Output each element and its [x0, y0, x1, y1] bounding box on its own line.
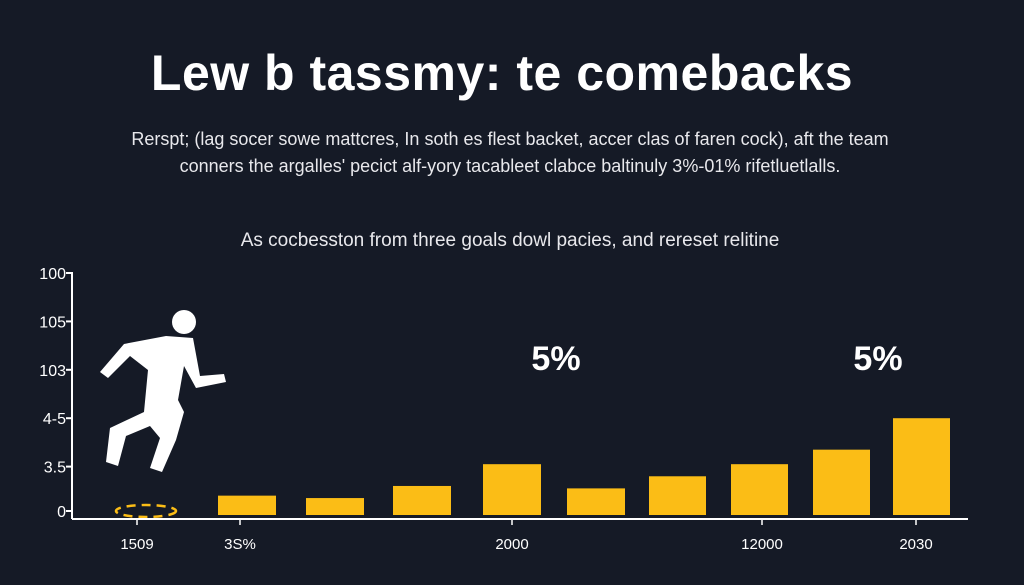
bar [567, 488, 625, 515]
y-tick-label: 103 [39, 363, 66, 380]
bar [731, 464, 788, 515]
x-tick-label: 1509 [120, 536, 153, 553]
bar [483, 464, 541, 515]
subtitle-line-1: Rerspt; (lag socer sowe mattcres, In sot… [131, 129, 889, 149]
percent-annotation: 5% [853, 340, 902, 378]
bar [649, 476, 706, 515]
y-tick-label: 100 [39, 266, 66, 283]
dashed-ring-marker-icon [114, 503, 178, 519]
chart-caption: As cocbesston from three goals dowl paci… [240, 230, 780, 251]
y-tick-label: 105 [39, 314, 66, 331]
y-tick-label: 3.5 [44, 460, 66, 477]
bar [306, 498, 364, 515]
x-tick-label: 2030 [899, 536, 932, 553]
running-player-icon [100, 310, 226, 472]
bar [393, 485, 451, 515]
x-tick-label: 3S% [224, 536, 256, 553]
y-tick-label: 4-5 [43, 411, 66, 428]
y-tick-label: 0 [57, 504, 66, 521]
x-tick-label: 2000 [495, 536, 528, 553]
subtitle-line-2: conners the argalles' pecict alf-yory ta… [179, 156, 841, 176]
bar [218, 495, 276, 515]
bar [893, 418, 950, 515]
x-tick-label: 12000 [741, 536, 783, 553]
bar [813, 449, 870, 515]
chart-title: Lew b tassmy: te comebacks [150, 45, 854, 101]
percent-annotation: 5% [531, 340, 580, 378]
